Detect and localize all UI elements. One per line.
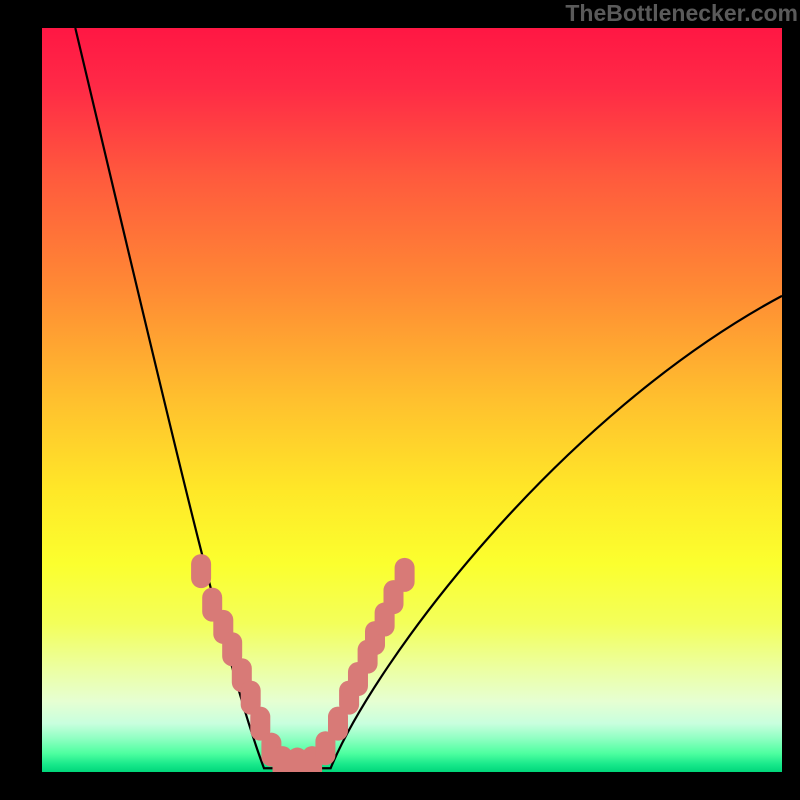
- marker-left-0: [191, 554, 211, 588]
- bottleneck-curve: [75, 28, 782, 768]
- chart-container: TheBottlenecker.com: [0, 0, 800, 800]
- plot-area: [42, 28, 782, 772]
- marker-right-8: [395, 558, 415, 592]
- watermark-text: TheBottlenecker.com: [565, 0, 798, 27]
- chart-svg: [42, 28, 782, 772]
